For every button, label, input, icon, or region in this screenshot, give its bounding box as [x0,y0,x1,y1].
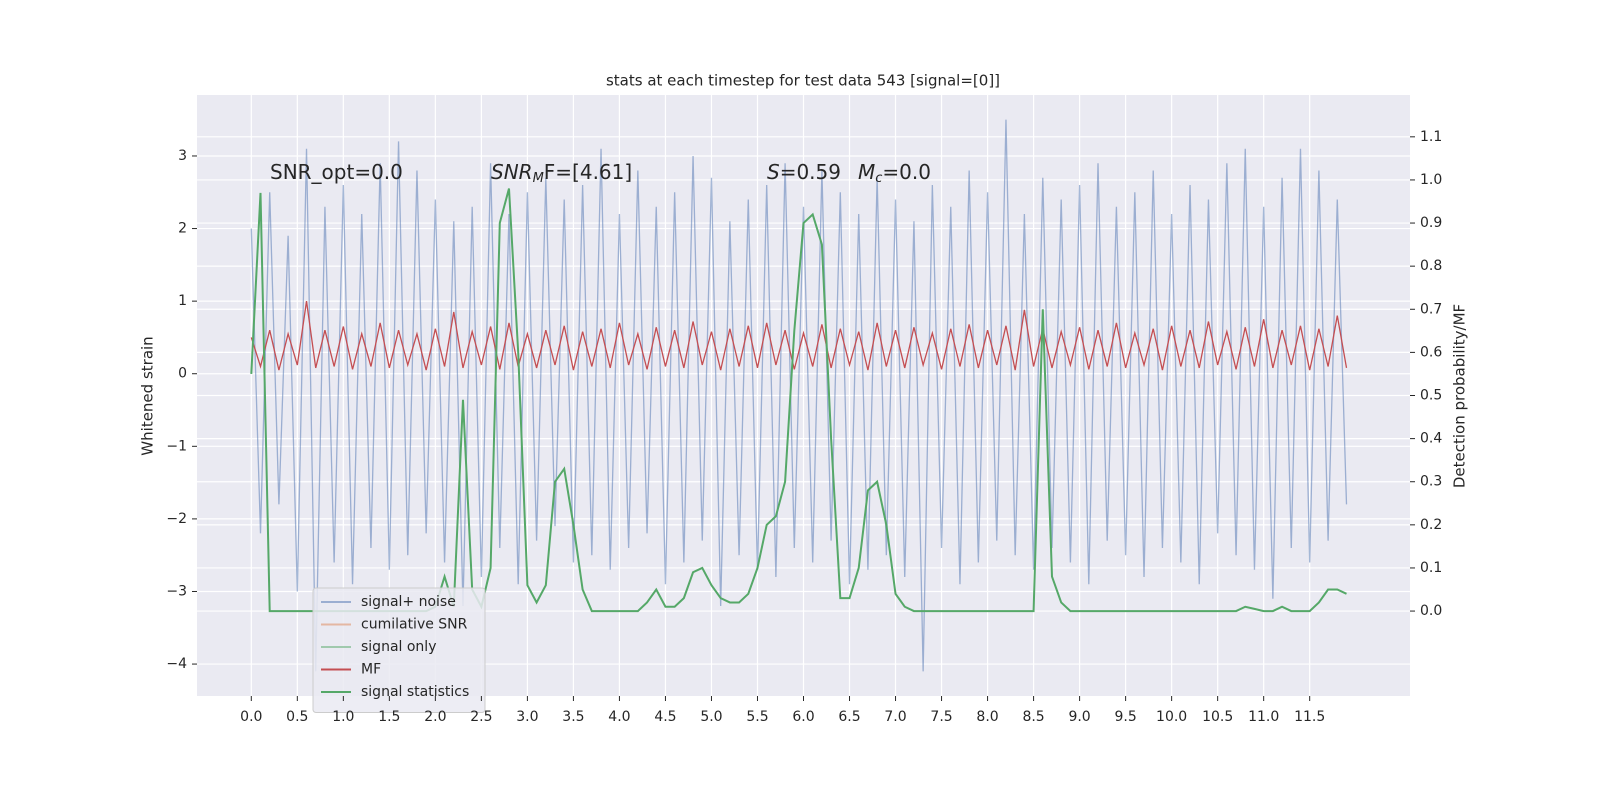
x-tick-label: 11.0 [1248,709,1279,725]
legend-box [312,587,486,713]
annotation-sub: M [533,171,544,186]
x-tick-label: 7.0 [884,709,906,725]
legend-label: signal statistics [361,684,469,700]
x-tick-label: 3.0 [516,709,538,725]
x-tick-label: 1.5 [378,709,400,725]
x-tick-label: 9.0 [1068,709,1090,725]
annotation-text: S [767,160,780,184]
annotation: SNR_opt=0.0 [270,160,403,184]
x-tick-label: 7.5 [930,709,952,725]
y2-tick-label: 0.2 [1420,517,1442,533]
y2-tick-label: 0.3 [1420,474,1442,490]
annotation-tail: =0.0 [882,160,931,184]
annotation-text: SNR_opt=0.0 [270,160,403,184]
annotation-tail: F=[4.61] [544,160,632,184]
annotation-tail: =0.59 [780,160,841,184]
legend-label: MF [361,662,381,678]
x-tick-label: 10.0 [1156,709,1187,725]
x-tick-label: 0.0 [240,709,262,725]
x-tick-label: 3.5 [562,709,584,725]
x-tick-label: 5.0 [700,709,722,725]
y-tick-label: 0 [178,366,187,382]
y-tick-label: 1 [178,293,187,309]
legend: signal+ noise cumilative SNR signal only MF… [312,587,486,713]
y-tick-label: −2 [166,511,187,527]
y2-tick-label: 0.1 [1420,560,1442,576]
y-tick-label: −1 [166,438,187,454]
legend-label: signal only [361,639,436,655]
annotation: SNRMF=[4.61] [491,160,632,186]
x-tick-label: 10.5 [1202,709,1233,725]
y2-tick-label: 0.9 [1420,215,1442,231]
x-tick-label: 2.5 [470,709,492,725]
x-tick-label: 8.5 [1022,709,1044,725]
x-tick-label: 6.0 [792,709,814,725]
x-tick-label: 6.5 [838,709,860,725]
y-axis-label: Whitened strain [139,336,157,455]
y2-tick-label: 0.0 [1420,603,1442,619]
y-tick-label: 2 [178,221,187,237]
y2-tick-label: 1.1 [1420,129,1442,145]
x-tick-label: 4.0 [608,709,630,725]
series-line [250,301,1348,371]
chart-title: stats at each timestep for test data 543… [606,72,1000,90]
x-tick-label: 9.5 [1114,709,1136,725]
annotation-text: M [858,160,875,184]
y2-tick-label: 1.0 [1420,172,1442,188]
y-tick-label: −3 [166,583,187,599]
y2-axis-label: Detection probability/MF [1451,304,1469,488]
y2-tick-label: 0.5 [1420,388,1442,404]
x-tick-label: 5.5 [746,709,768,725]
annotation: Mc=0.0 [858,160,931,186]
annotation-text: SNR [491,160,533,184]
annotation: S=0.59 [767,160,841,184]
x-tick-label: 2.0 [424,709,446,725]
y2-tick-label: 0.7 [1420,301,1442,317]
x-tick-label: 0.5 [286,709,308,725]
y-tick-label: 3 [178,148,187,164]
x-tick-label: 1.0 [332,709,354,725]
x-tick-label: 11.5 [1294,709,1325,725]
annotation-sub: c [875,171,882,186]
y2-tick-label: 0.6 [1420,344,1442,360]
y2-tick-label: 0.8 [1420,258,1442,274]
x-tick-label: 4.5 [654,709,676,725]
legend-label: signal+ noise [361,594,456,610]
legend-label: cumilative SNR [361,617,468,633]
series-line [250,119,1348,672]
x-tick-label: 8.0 [976,709,998,725]
y-tick-label: −4 [166,656,187,672]
y2-tick-label: 0.4 [1420,431,1442,447]
